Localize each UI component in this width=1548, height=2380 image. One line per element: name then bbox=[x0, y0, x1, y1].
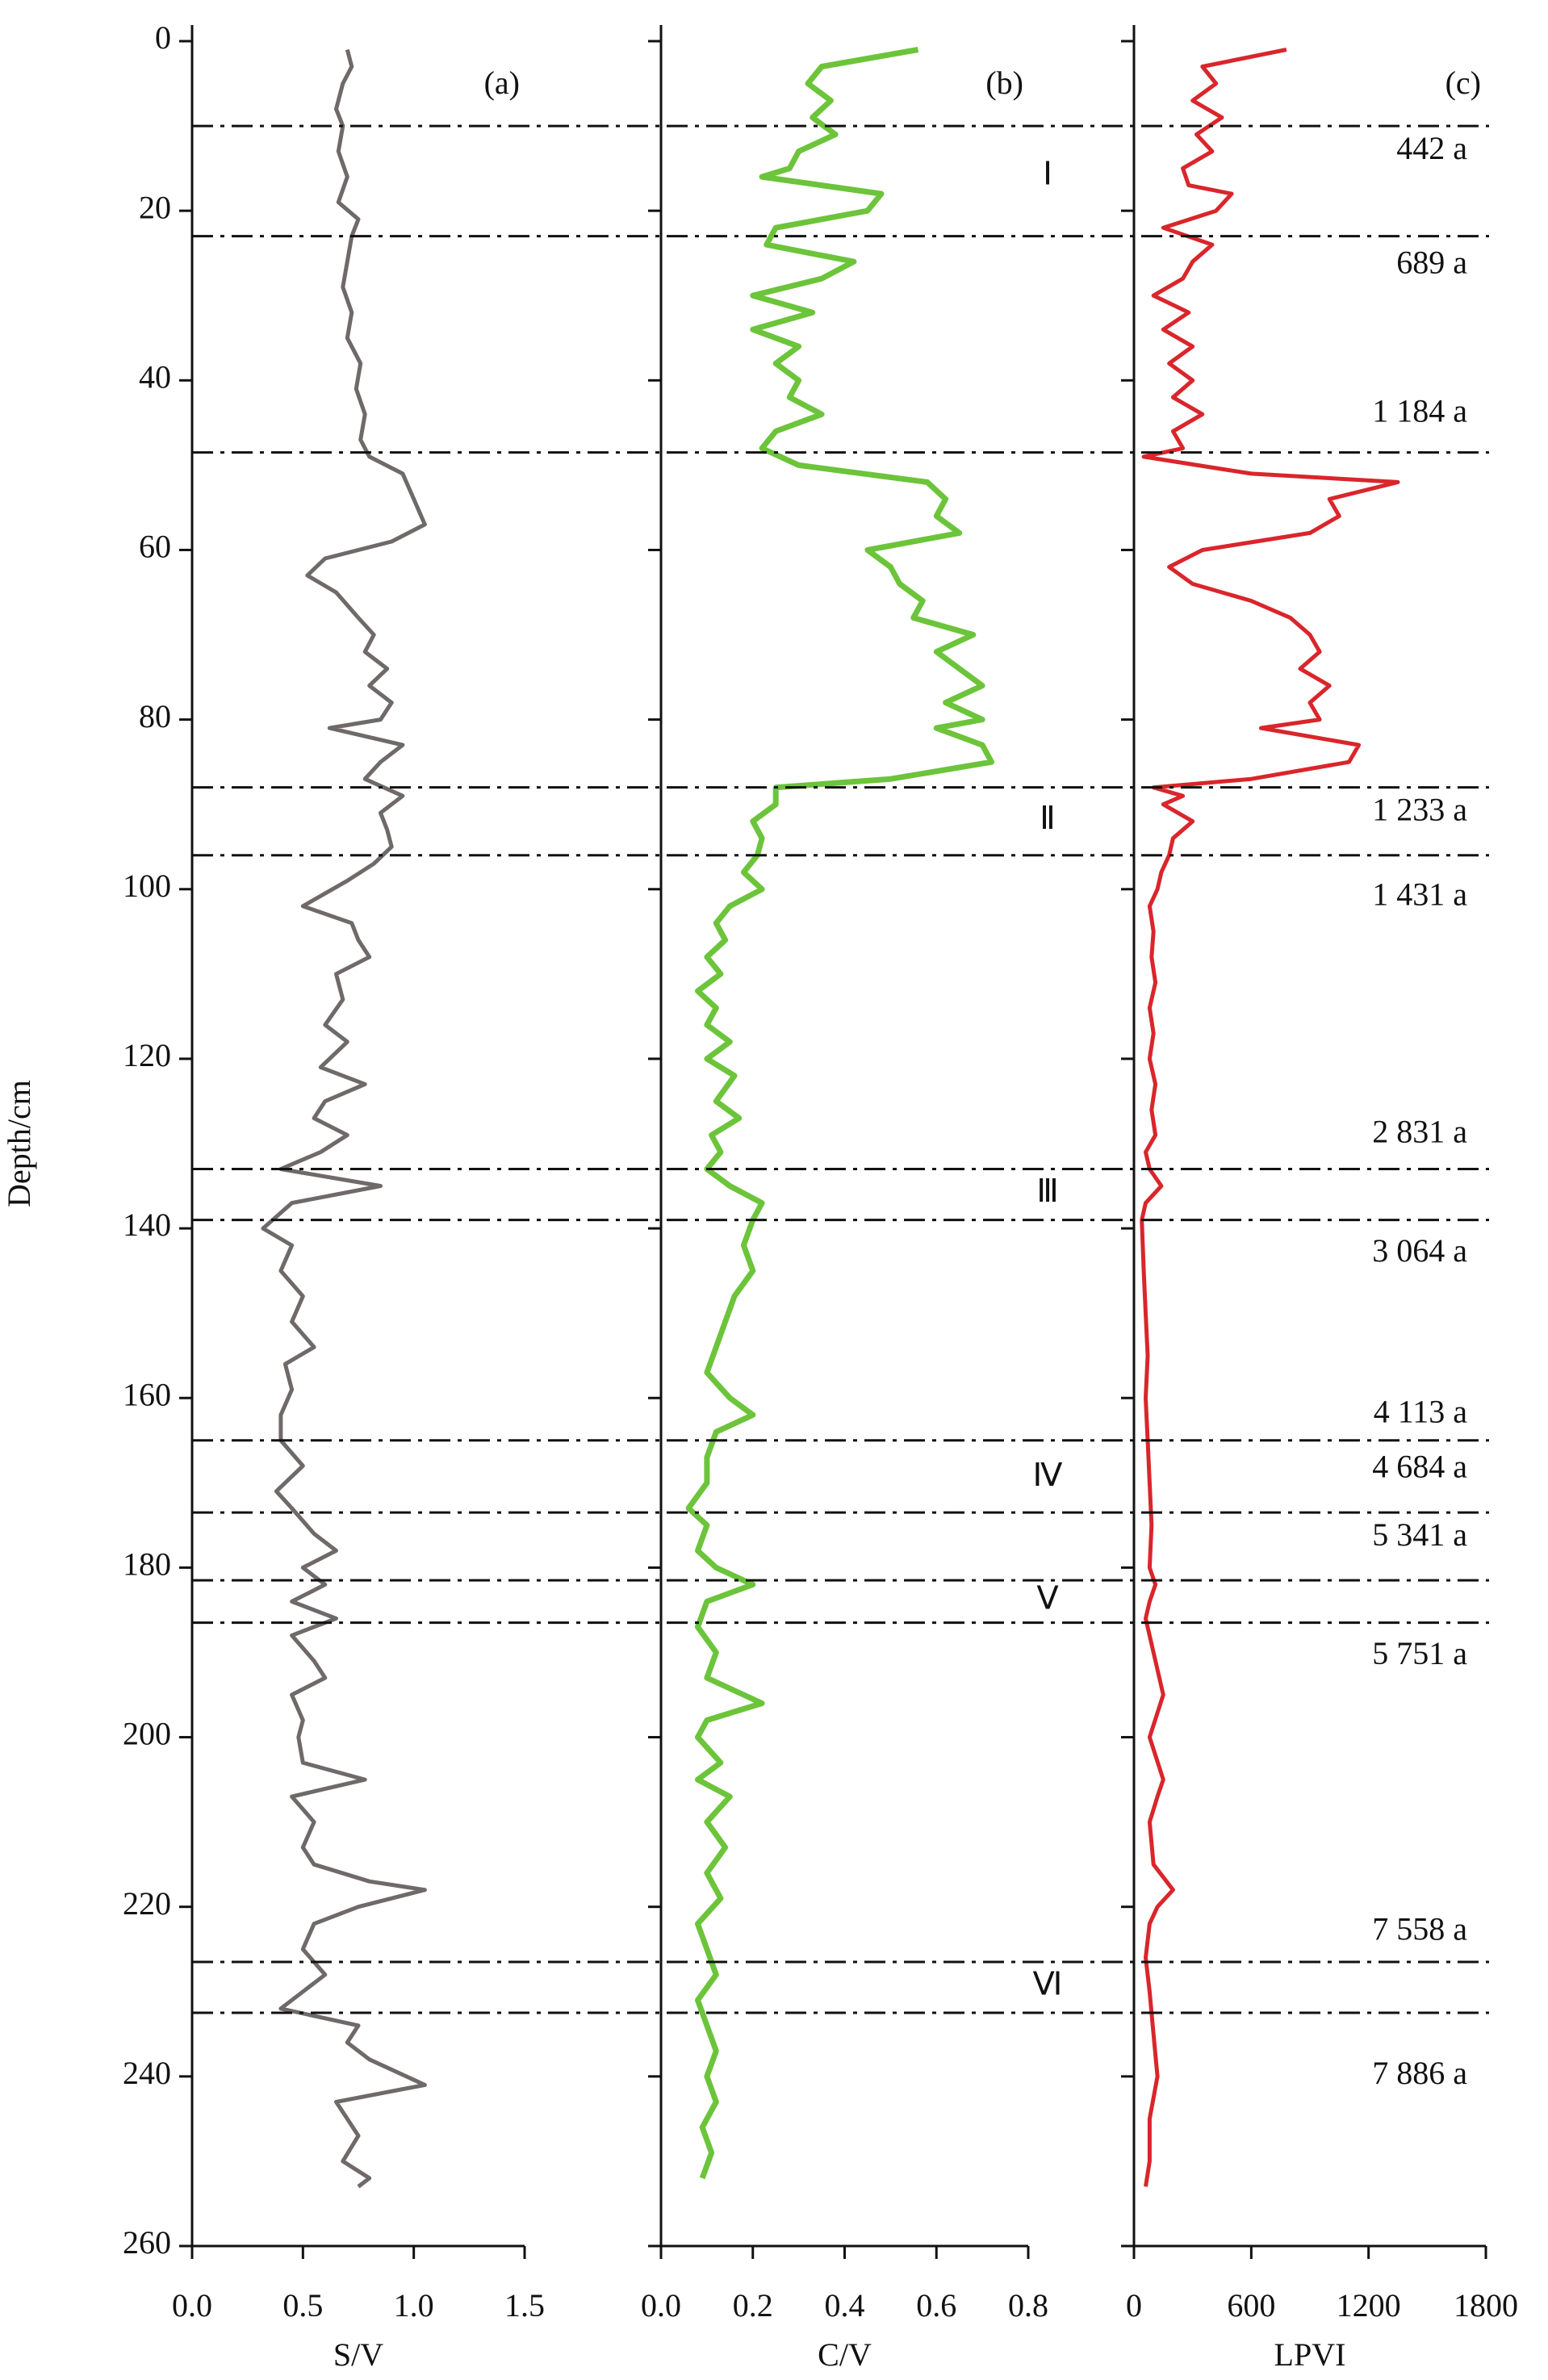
panel-label: (a) bbox=[484, 65, 520, 101]
zone-label: Ⅴ bbox=[1036, 1580, 1059, 1617]
x-tick-label: 0.6 bbox=[916, 2287, 956, 2324]
age-label: 2 831 a bbox=[1372, 1114, 1467, 1150]
x-tick-label: 0.2 bbox=[733, 2287, 773, 2324]
x-tick-label: 1800 bbox=[1454, 2287, 1518, 2324]
x-axis-title: C/V bbox=[818, 2336, 872, 2373]
y-tick-label: 40 bbox=[139, 358, 171, 395]
y-tick-label: 200 bbox=[123, 1716, 171, 1752]
age-label: 442 a bbox=[1396, 130, 1467, 166]
zone-label: Ⅳ bbox=[1033, 1457, 1063, 1493]
y-tick-label: 220 bbox=[123, 1885, 171, 1922]
x-tick-label: 1.5 bbox=[504, 2287, 545, 2324]
y-axis-title: Depth/cm bbox=[1, 1080, 37, 1207]
age-label: 5 751 a bbox=[1372, 1635, 1467, 1671]
y-tick-label: 260 bbox=[123, 2224, 171, 2261]
zone-label: Ⅲ bbox=[1036, 1173, 1059, 1209]
y-tick-label: 120 bbox=[123, 1037, 171, 1073]
y-tick-label: 0 bbox=[155, 19, 171, 56]
y-tick-label: 180 bbox=[123, 1546, 171, 1583]
x-tick-label: 0.8 bbox=[1008, 2287, 1048, 2324]
y-tick-label: 240 bbox=[123, 2055, 171, 2091]
age-label: 4 113 a bbox=[1374, 1393, 1468, 1429]
y-tick-label: 80 bbox=[139, 698, 171, 734]
y-tick-label: 140 bbox=[123, 1207, 171, 1243]
panel-label: (c) bbox=[1445, 65, 1481, 101]
zone-label: Ⅱ bbox=[1040, 800, 1056, 836]
age-label: 3 064 a bbox=[1372, 1232, 1467, 1269]
x-tick-label: 1200 bbox=[1337, 2287, 1401, 2324]
panel-label: (b) bbox=[985, 65, 1023, 101]
age-label: 1 431 a bbox=[1372, 876, 1467, 912]
zone-label: Ⅵ bbox=[1033, 1966, 1063, 2002]
y-tick-label: 100 bbox=[123, 868, 171, 904]
age-label: 4 684 a bbox=[1372, 1449, 1467, 1485]
x-axis-title: LPVI bbox=[1274, 2336, 1346, 2373]
zone-label: Ⅰ bbox=[1043, 155, 1052, 191]
age-label: 1 184 a bbox=[1372, 393, 1467, 429]
x-tick-label: 600 bbox=[1227, 2287, 1275, 2324]
y-tick-label: 20 bbox=[139, 189, 171, 225]
data-line bbox=[1140, 48, 1400, 2187]
data-line bbox=[261, 48, 427, 2189]
age-label: 5 341 a bbox=[1372, 1516, 1467, 1553]
y-tick-label: 60 bbox=[139, 529, 171, 565]
x-tick-label: 0.4 bbox=[825, 2287, 865, 2324]
y-tick-label: 160 bbox=[123, 1376, 171, 1412]
x-tick-label: 0.5 bbox=[282, 2287, 323, 2324]
age-label: 7 886 a bbox=[1372, 2055, 1467, 2091]
age-label: 1 233 a bbox=[1372, 791, 1467, 827]
x-axis-title: S/V bbox=[333, 2336, 383, 2373]
age-label: 7 558 a bbox=[1372, 1910, 1467, 1947]
age-label: 689 a bbox=[1396, 245, 1467, 281]
x-tick-label: 0 bbox=[1126, 2287, 1142, 2324]
data-line bbox=[685, 47, 994, 2180]
x-tick-label: 0.0 bbox=[641, 2287, 681, 2324]
x-tick-label: 0.0 bbox=[172, 2287, 212, 2324]
x-tick-label: 1.0 bbox=[394, 2287, 434, 2324]
